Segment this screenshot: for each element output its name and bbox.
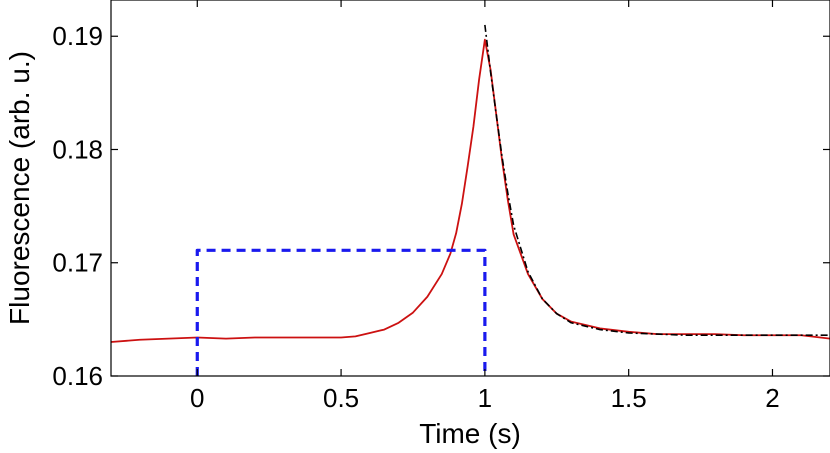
y-tick-label: 0.16	[52, 361, 103, 391]
signal-line	[110, 38, 830, 343]
y-tick-label: 0.18	[52, 134, 103, 164]
y-axis-label: Fluorescence (arb. u.)	[4, 51, 35, 325]
y-tick-label: 0.17	[52, 248, 103, 278]
tick-layer: 0 0.5 1 1.5 2 0.16 0.17 0.18 0.19	[52, 0, 830, 413]
x-tick-label: 1	[478, 383, 492, 413]
fit-line	[484, 24, 830, 337]
x-tick-label: 2	[765, 383, 779, 413]
pulse-line	[195, 248, 487, 376]
y-tick-label: 0.19	[52, 21, 103, 51]
x-tick-label: 0	[190, 383, 204, 413]
x-axis-label: Time (s)	[419, 418, 521, 449]
x-tick-label: 1.5	[611, 383, 647, 413]
x-tick-label: 0.5	[323, 383, 359, 413]
plot-area-background	[111, 0, 830, 376]
plot-frame	[110, 0, 830, 377]
series-layer	[110, 24, 830, 376]
